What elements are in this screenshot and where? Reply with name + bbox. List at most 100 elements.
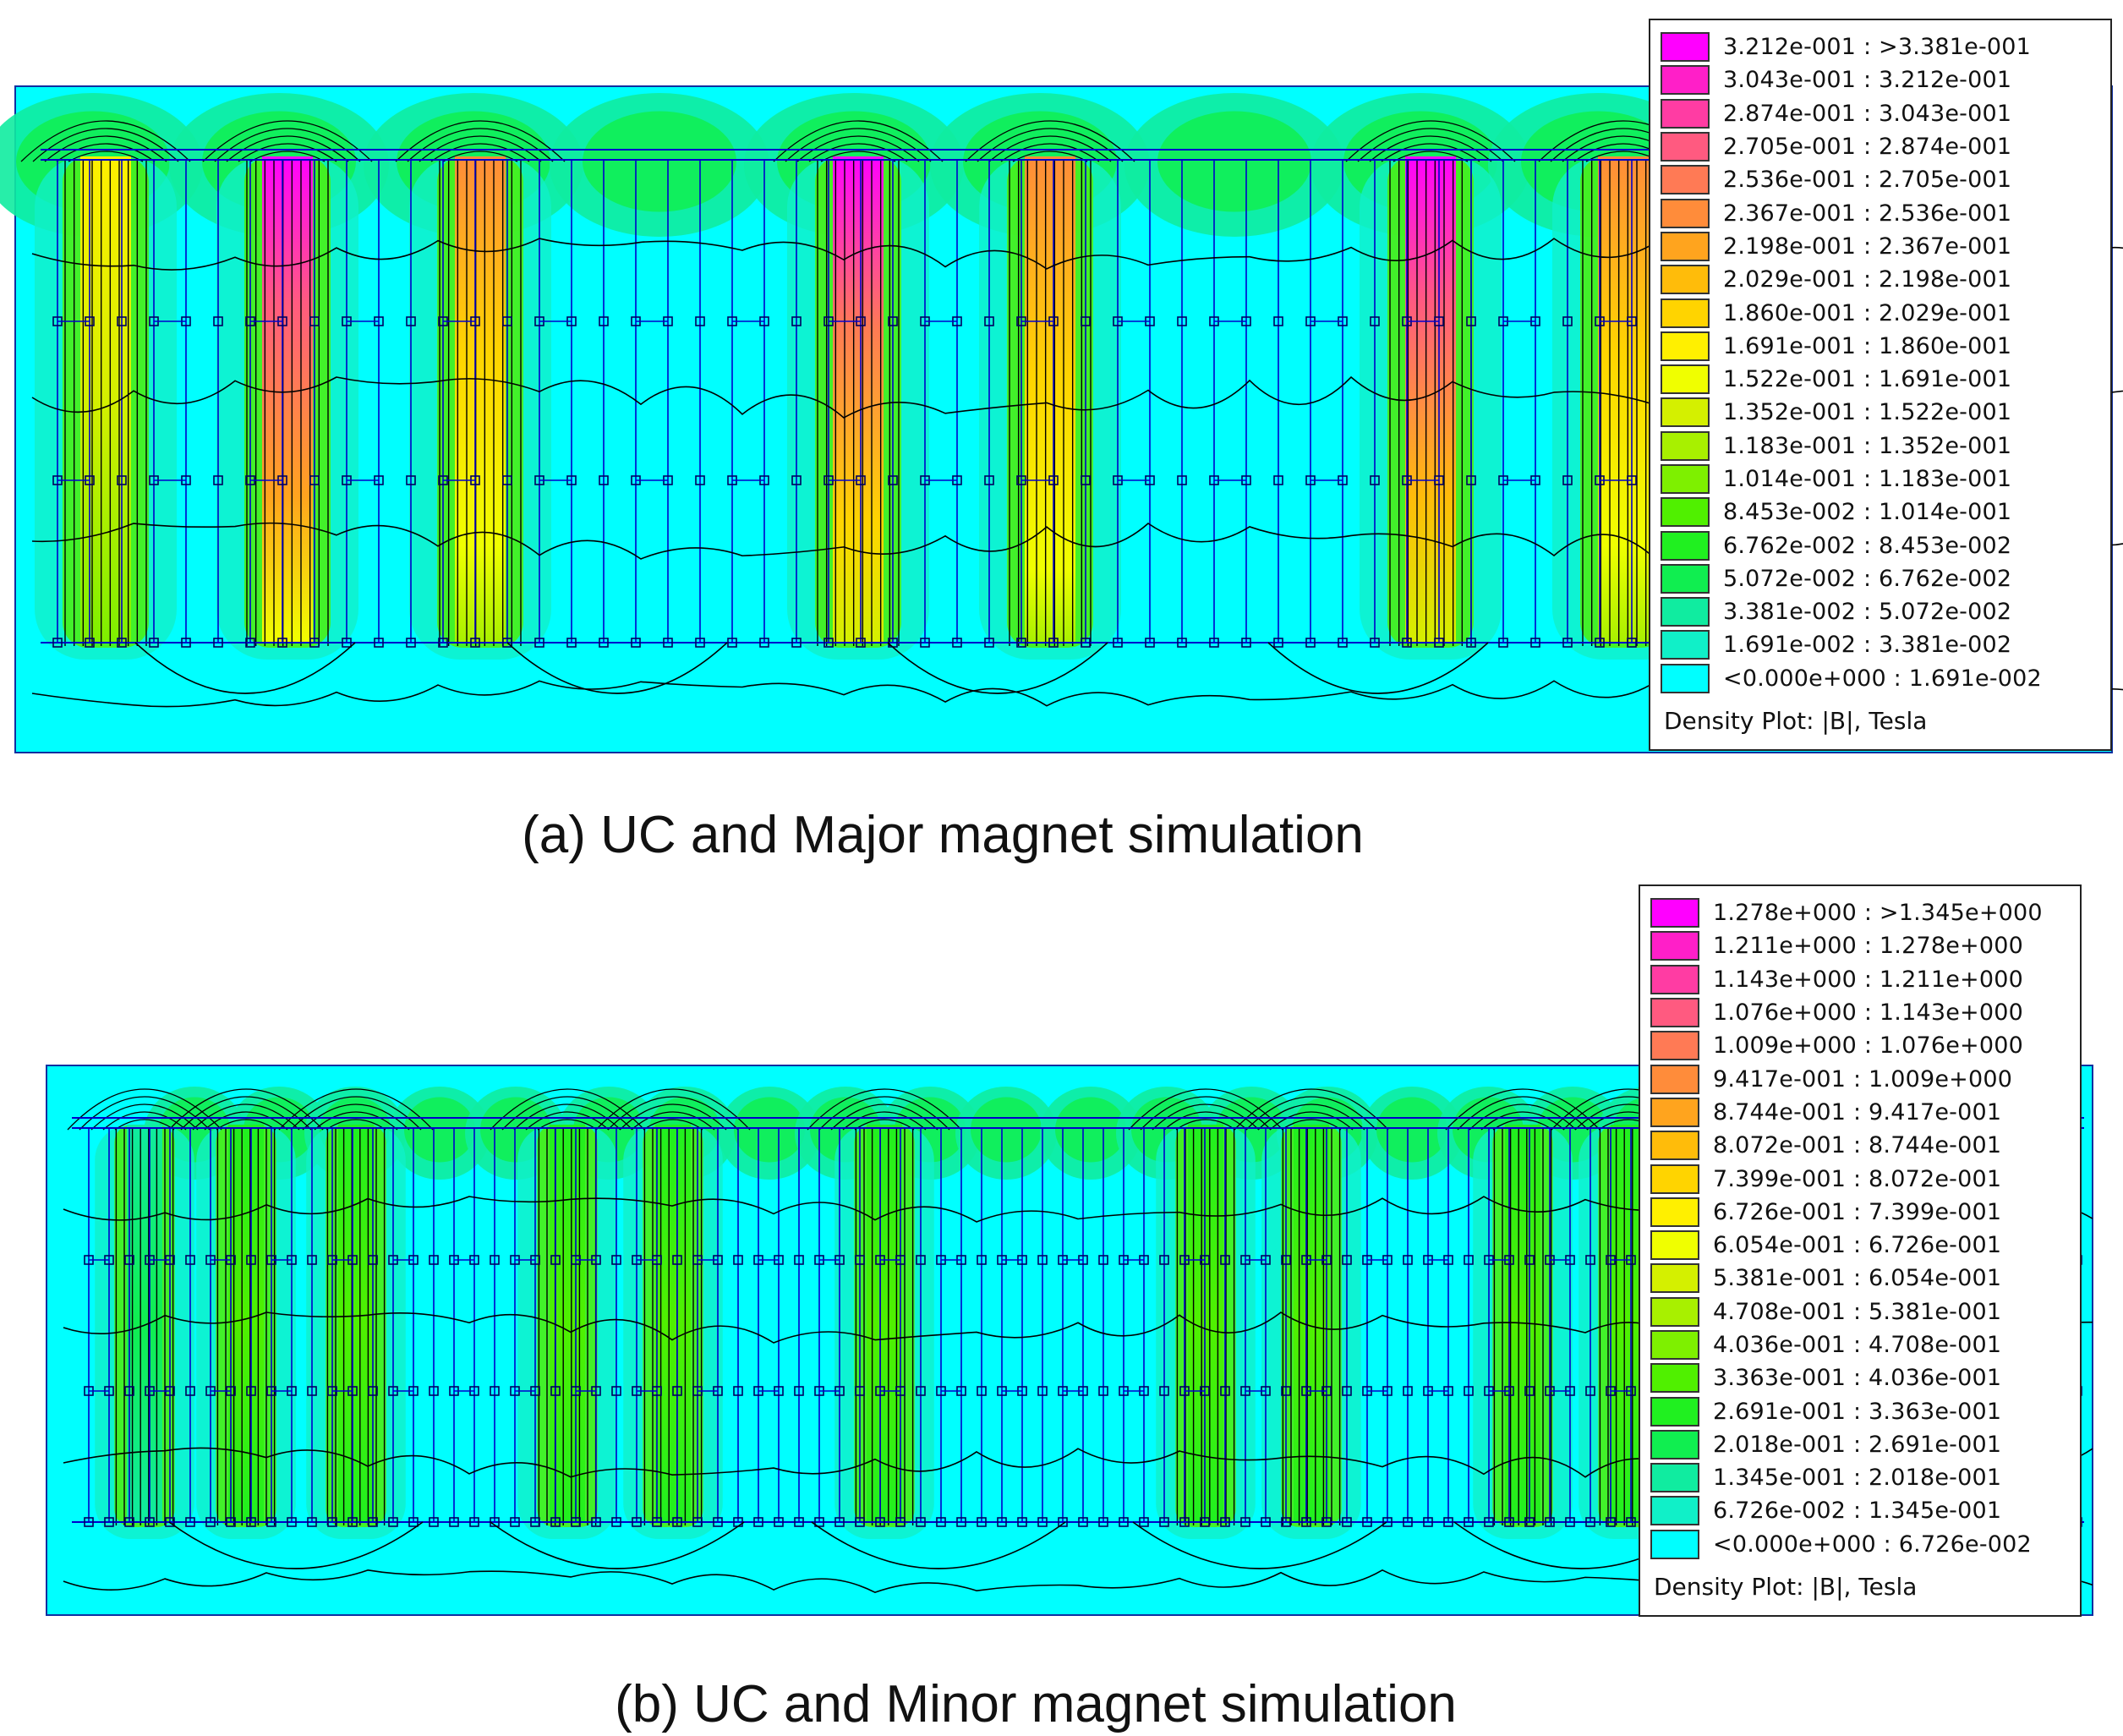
- mesh-node: [1037, 1386, 1048, 1396]
- mesh-node: [1466, 475, 1476, 485]
- mesh-node: [599, 316, 609, 326]
- mesh-node: [916, 1255, 926, 1265]
- legend-entry: 1.211e+000 : 1.278e+000: [1650, 929, 2043, 962]
- legend-label: 1.014e-001 : 1.183e-001: [1723, 466, 2012, 492]
- legend-label: 8.072e-001 : 8.744e-001: [1713, 1132, 2002, 1159]
- field-halo-inner: [971, 1097, 1042, 1163]
- mesh-node: [246, 1386, 256, 1396]
- mesh-node: [997, 1517, 1007, 1527]
- mesh-node: [791, 638, 802, 648]
- mesh-node: [1281, 1255, 1291, 1265]
- contour-arc: [102, 1111, 187, 1131]
- contour-arc: [796, 135, 920, 162]
- legend-label: 6.762e-002 : 8.453e-002: [1723, 532, 2012, 559]
- mesh-node: [1209, 638, 1219, 648]
- legend-swatch: [1650, 1363, 1699, 1394]
- mesh-node: [388, 1517, 398, 1527]
- mesh-node: [791, 316, 802, 326]
- legend-entry: 6.726e-001 : 7.399e-001: [1650, 1196, 2043, 1229]
- legend-label: 2.536e-001 : 2.705e-001: [1723, 167, 2012, 194]
- mesh-node: [1562, 316, 1573, 326]
- contour-arc: [216, 1119, 276, 1131]
- contour-arc: [56, 143, 156, 162]
- mesh-node: [469, 1517, 479, 1527]
- mesh-node: [1037, 1517, 1048, 1527]
- mesh-node: [888, 316, 898, 326]
- mesh-node: [205, 1517, 216, 1527]
- contour-arc: [1152, 1103, 1260, 1131]
- legend-entry: 1.345e-001 : 2.018e-001: [1650, 1461, 2043, 1494]
- mesh-node: [834, 1517, 845, 1527]
- contour-arc: [1393, 151, 1469, 162]
- legend-swatch: [1661, 397, 1710, 428]
- contour-arc: [537, 1119, 598, 1131]
- mesh-node: [727, 638, 737, 648]
- mesh-node: [1098, 1255, 1108, 1265]
- mesh-node: [1464, 1517, 1474, 1527]
- mesh-node: [1434, 638, 1444, 648]
- legend-entry: 3.043e-001 : 3.212e-001: [1661, 63, 2042, 96]
- mesh-node: [888, 475, 898, 485]
- mesh-node: [1016, 638, 1026, 648]
- mesh-node: [85, 638, 95, 648]
- legend-entry: 1.691e-002 : 3.381e-002: [1661, 628, 2042, 661]
- legend-title-b: Density Plot: |B|, Tesla: [1654, 1573, 1918, 1601]
- legend-a: 3.212e-001 : >3.381e-001 3.043e-001 : 3.2…: [1649, 19, 2112, 751]
- mesh-node: [1281, 1517, 1291, 1527]
- mesh-node: [1585, 1386, 1595, 1396]
- contour-arc: [631, 1111, 715, 1131]
- mesh-node: [1466, 316, 1476, 326]
- mesh-node: [185, 1517, 195, 1527]
- contour-loop: [887, 642, 1108, 694]
- mesh-node: [984, 475, 994, 485]
- mesh-node: [550, 1517, 561, 1527]
- legend-label: 8.453e-002 : 1.014e-001: [1723, 499, 2012, 526]
- mesh-node: [1241, 638, 1251, 648]
- mesh-node: [438, 638, 448, 648]
- mesh-node: [1200, 1517, 1210, 1527]
- mesh-node: [490, 1255, 500, 1265]
- mesh-node: [213, 316, 223, 326]
- mesh-node: [1078, 1517, 1088, 1527]
- mesh-node: [406, 475, 416, 485]
- contour-arc: [1345, 120, 1516, 162]
- contour-arc: [1357, 128, 1504, 162]
- legend-swatch: [1650, 1031, 1699, 1061]
- mesh-node: [611, 1255, 621, 1265]
- legend-label: 1.691e-002 : 3.381e-002: [1723, 632, 2012, 659]
- contour-arc: [192, 1103, 300, 1131]
- mesh-node: [287, 1517, 297, 1527]
- legend-swatch: [1650, 1164, 1699, 1194]
- legend-swatch: [1650, 1230, 1699, 1261]
- contour-loop: [506, 642, 728, 694]
- mesh-node: [374, 638, 384, 648]
- mesh-node: [1423, 1517, 1433, 1527]
- mesh-node: [1113, 638, 1123, 648]
- mesh-node: [977, 1255, 987, 1265]
- mesh-node: [104, 1517, 114, 1527]
- legend-entry: 1.860e-001 : 2.029e-001: [1661, 296, 2042, 329]
- contour-arc: [490, 1088, 645, 1131]
- legend-entry: 1.014e-001 : 1.183e-001: [1661, 463, 2042, 496]
- contour-arc: [238, 143, 337, 162]
- legend-entry: 6.726e-002 : 1.345e-001: [1650, 1494, 2043, 1527]
- legend-label: 8.744e-001 : 9.417e-001: [1713, 1098, 2002, 1125]
- mesh-node: [1098, 1517, 1108, 1527]
- legend-title-a: Density Plot: |B|, Tesla: [1664, 707, 1928, 735]
- mesh-node: [1273, 316, 1283, 326]
- mesh-node: [181, 638, 191, 648]
- legend-entry: <0.000e+000 : 6.726e-002: [1650, 1528, 2043, 1561]
- contour-arc: [314, 1111, 398, 1131]
- legend-label: 2.367e-001 : 2.536e-001: [1723, 200, 2012, 227]
- contour-arc: [442, 151, 518, 162]
- mesh-node: [1530, 638, 1540, 648]
- legend-label: <0.000e+000 : 6.726e-002: [1713, 1531, 2032, 1558]
- mesh-node: [550, 1386, 561, 1396]
- mesh-node: [1273, 475, 1283, 485]
- mesh-node: [855, 1517, 865, 1527]
- contour-arc: [1000, 143, 1100, 162]
- legend-entry: 1.143e+000 : 1.211e+000: [1650, 963, 2043, 996]
- field-halo-inner: [1157, 111, 1311, 212]
- legend-entry: 2.029e-001 : 2.198e-001: [1661, 263, 2042, 296]
- mesh-node: [599, 638, 609, 648]
